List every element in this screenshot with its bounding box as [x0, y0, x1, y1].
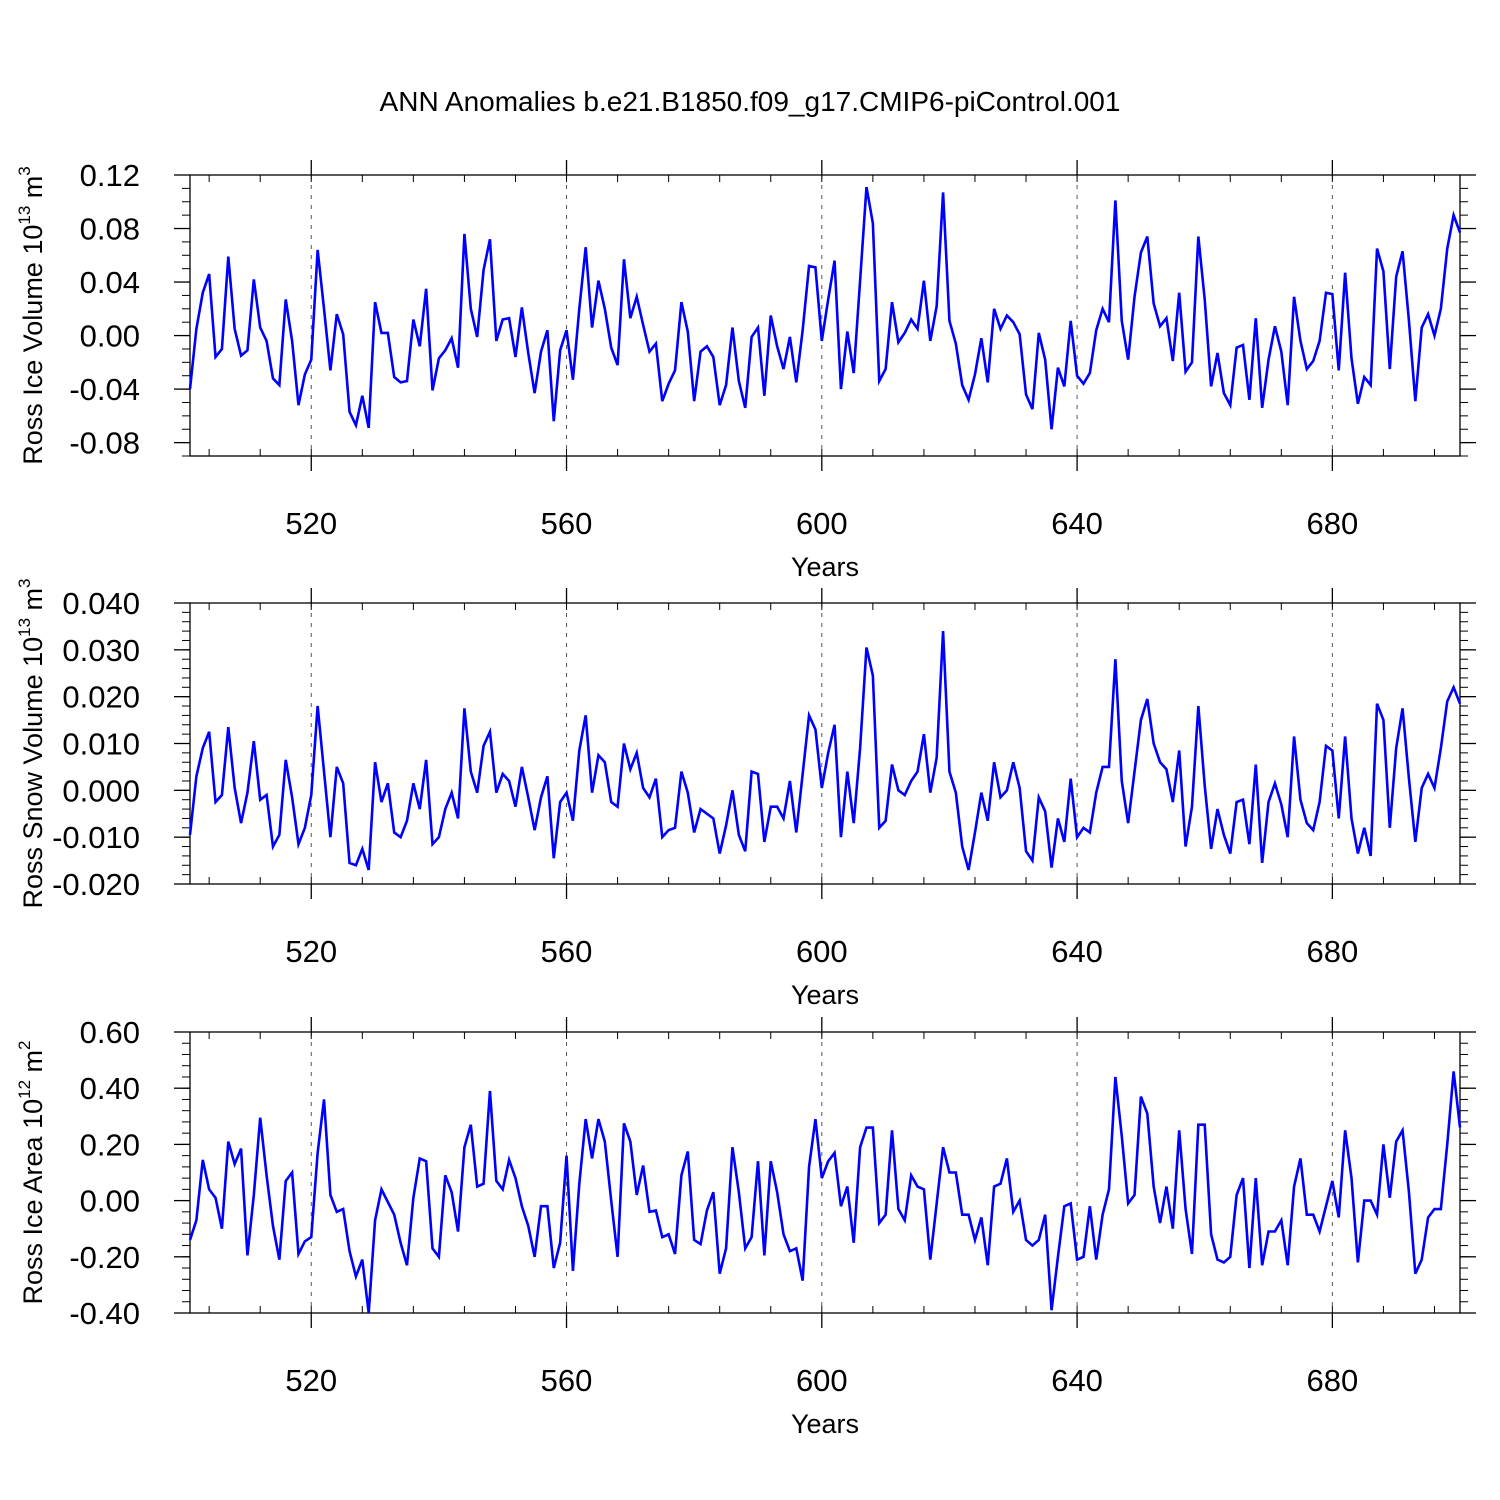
y-tick-label: -0.010 [52, 820, 140, 855]
y-axis-title: Ross Ice Area 1012 m2 [15, 1040, 48, 1304]
y-axis-title-exponent: 13 [15, 618, 34, 637]
x-tick-label: 640 [1051, 1363, 1103, 1398]
y-axis-title-name: Ross Snow Volume 10 [18, 637, 48, 909]
x-axis-title: Years [791, 552, 859, 582]
x-tick-label: 520 [285, 506, 337, 541]
y-axis-title-name: Ross Ice Volume 10 [18, 225, 48, 465]
y-tick-label: 0.20 [80, 1127, 140, 1162]
y-tick-label: 0.040 [62, 586, 140, 621]
y-tick-label: 0.000 [62, 773, 140, 808]
y-tick-label: 0.40 [80, 1071, 140, 1106]
x-tick-label: 520 [285, 934, 337, 969]
x-tick-label: 560 [541, 506, 593, 541]
x-axis-title: Years [791, 980, 859, 1010]
series-line [188, 186, 1462, 430]
y-tick-label: 0.60 [80, 1015, 140, 1050]
y-tick-label: -0.40 [69, 1296, 140, 1331]
x-tick-label: 520 [285, 1363, 337, 1398]
x-tick-label: 680 [1306, 934, 1358, 969]
y-axis-title: Ross Ice Volume 1013 m3 [15, 166, 48, 465]
x-axis-title: Years [791, 1409, 859, 1439]
chart-panel-2: -0.020 -0.010 0.000 0.010 0.020 0.030 0.040 520… [15, 578, 1476, 1010]
y-tick-label: -0.08 [69, 426, 140, 461]
y-tick-label: 0.04 [80, 265, 140, 300]
series-line [188, 631, 1462, 871]
x-tick-label: 560 [541, 1363, 593, 1398]
y-tick-label: 0.12 [80, 158, 140, 193]
plot-frame [189, 1031, 1461, 1314]
x-tick-label: 680 [1306, 506, 1358, 541]
x-tick-label: 640 [1051, 934, 1103, 969]
figure-title: ANN Anomalies b.e21.B1850.f09_g17.CMIP6-… [380, 86, 1121, 117]
y-axis-title-unit-exponent: 2 [15, 1040, 34, 1049]
y-axis-title-unit: m [18, 176, 48, 206]
y-tick-label: 0.00 [80, 319, 140, 354]
y-axis-title-unit: m [18, 1050, 48, 1080]
y-tick-label: 0.030 [62, 633, 140, 668]
panels: -0.08 -0.04 0.00 0.04 0.08 0.12 520 560 600 640 68… [15, 158, 1476, 1439]
x-tick-label: 600 [796, 1363, 848, 1398]
chart-panel-3: -0.40 -0.20 0.00 0.20 0.40 0.60 520 560 600 640 68… [15, 1015, 1476, 1439]
x-tick-label: 680 [1306, 1363, 1358, 1398]
y-tick-label: 0.010 [62, 727, 140, 762]
chart-panel-1: -0.08 -0.04 0.00 0.04 0.08 0.12 520 560 600 640 68… [15, 158, 1476, 582]
y-axis-title-exponent: 13 [15, 206, 34, 225]
y-tick-label: -0.04 [69, 372, 140, 407]
y-tick-label: -0.20 [69, 1240, 140, 1275]
x-tick-label: 560 [541, 934, 593, 969]
y-tick-label: 0.08 [80, 212, 140, 247]
y-axis-title-unit-exponent: 3 [15, 166, 34, 175]
y-tick-label: -0.020 [52, 867, 140, 902]
y-tick-label: 0.020 [62, 680, 140, 715]
y-axis-title-unit-exponent: 3 [15, 578, 34, 587]
y-axis-title-unit: m [18, 588, 48, 618]
y-axis-title-name: Ross Ice Area 10 [18, 1099, 48, 1305]
x-tick-label: 640 [1051, 506, 1103, 541]
x-tick-label: 600 [796, 506, 848, 541]
plot-frame [189, 174, 1461, 457]
y-axis-title: Ross Snow Volume 1013 m3 [15, 578, 48, 908]
y-axis-title-exponent: 12 [15, 1080, 34, 1099]
y-tick-label: 0.00 [80, 1184, 140, 1219]
series-line [188, 1071, 1462, 1314]
x-tick-label: 600 [796, 934, 848, 969]
